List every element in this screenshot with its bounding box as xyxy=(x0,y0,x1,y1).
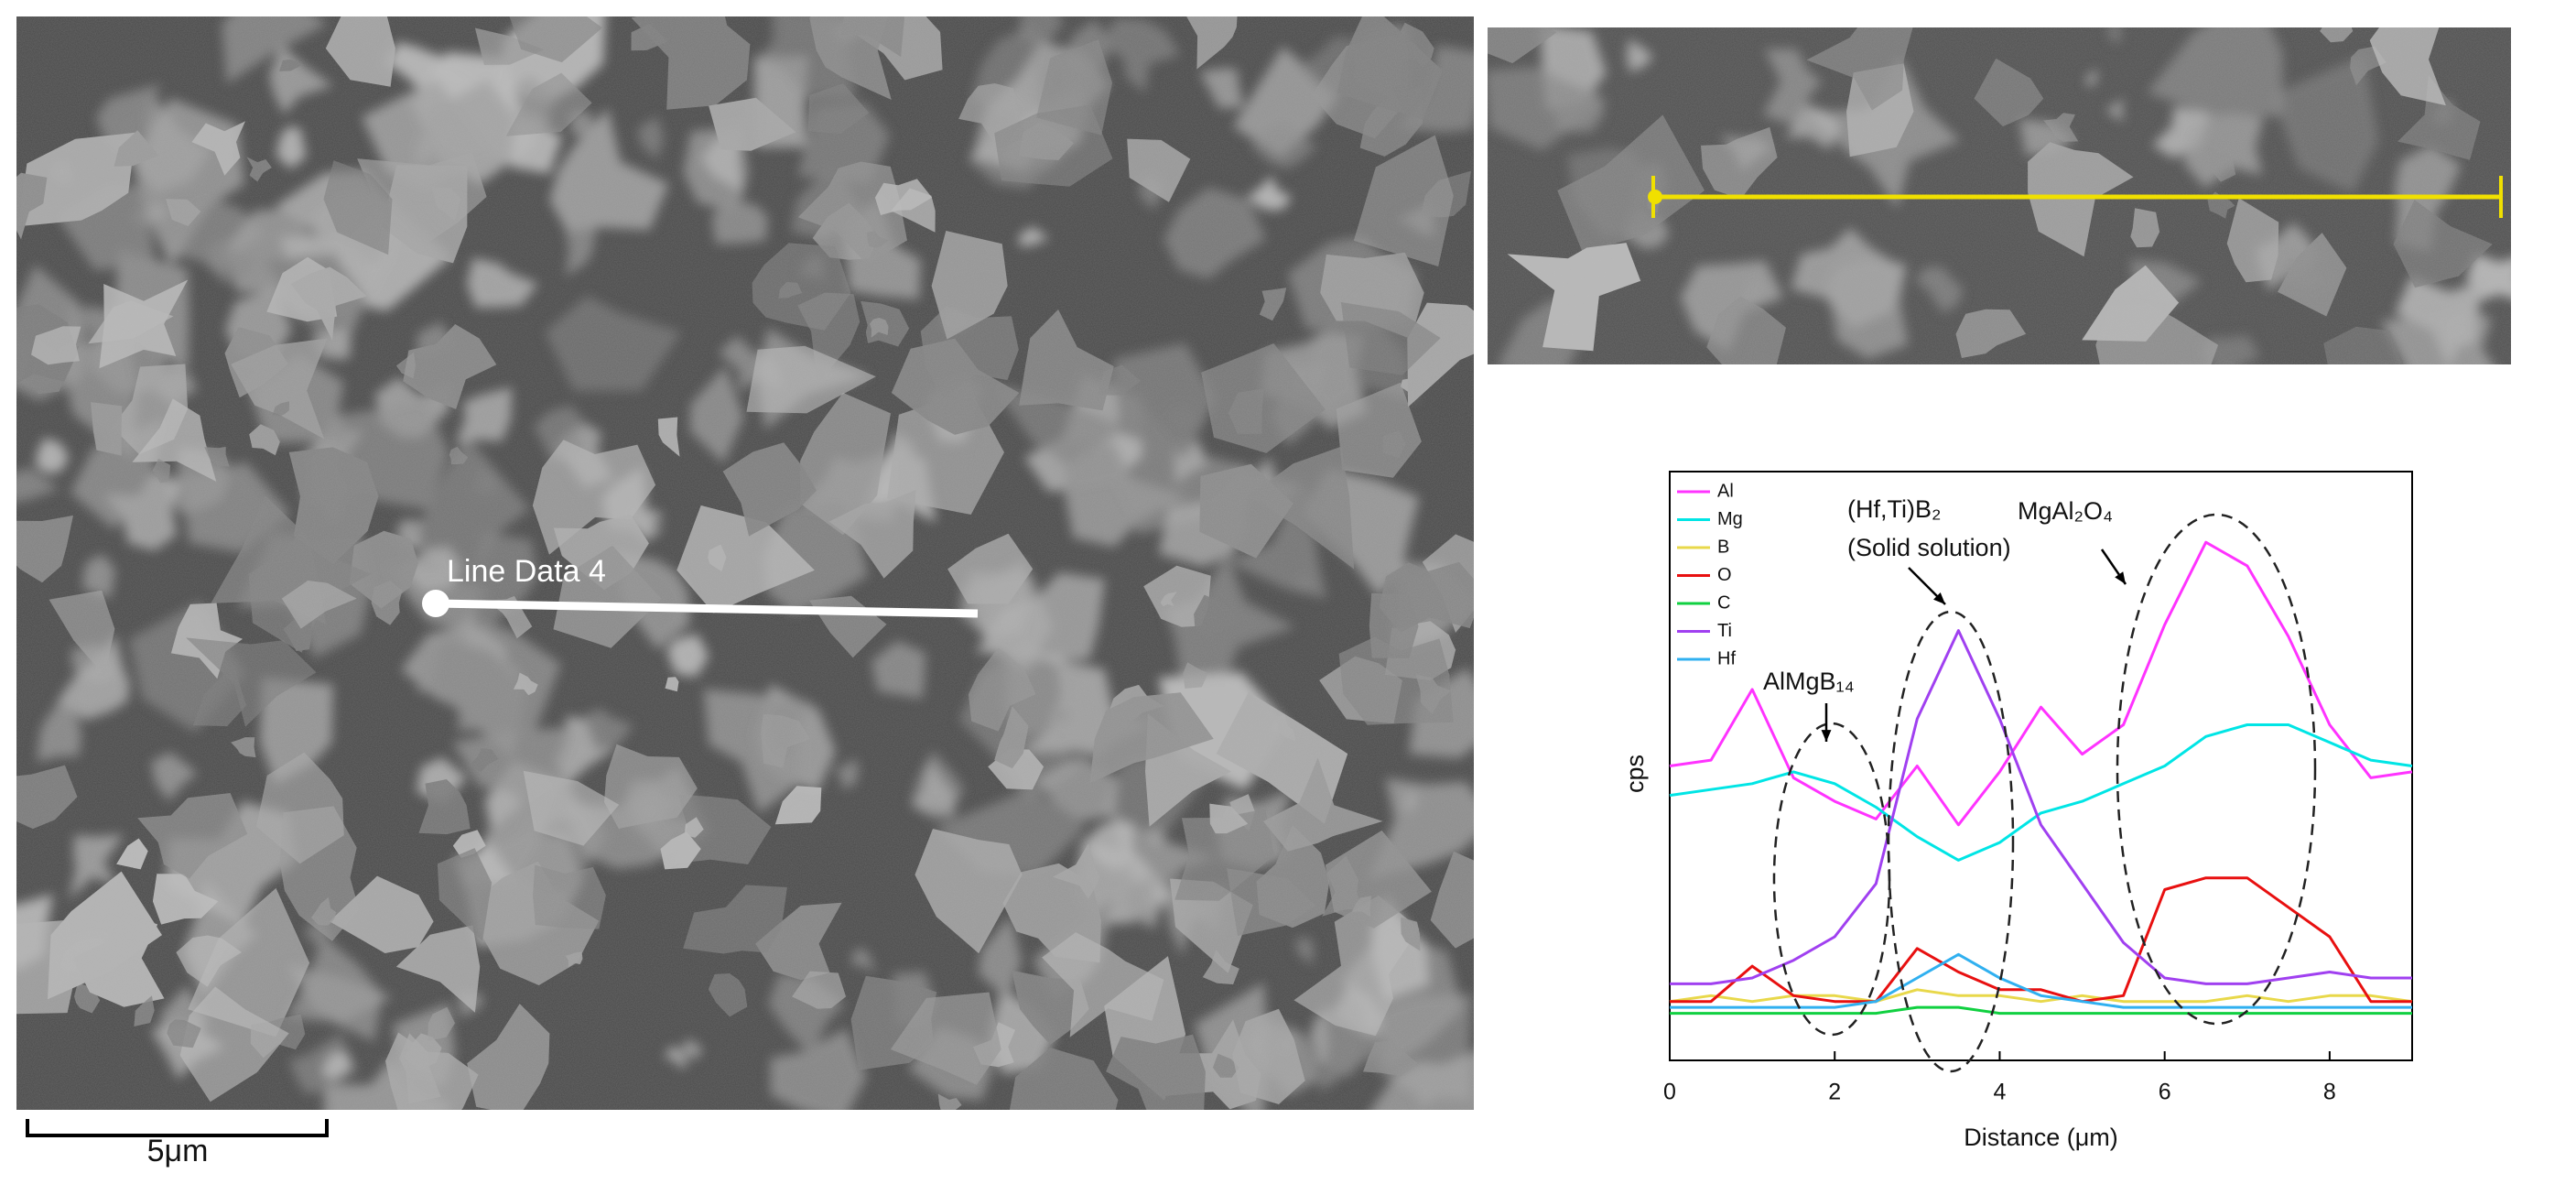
scale-bar xyxy=(26,1119,329,1137)
annotation: (Hf,Ti)B₂ xyxy=(1847,495,1941,523)
annotation: (Solid solution) xyxy=(1847,534,2011,561)
series-line xyxy=(1670,629,2412,985)
series-line xyxy=(1669,540,2413,827)
scan-start xyxy=(422,590,449,617)
y-axis-label: cps xyxy=(1621,755,1649,793)
sem-image xyxy=(16,16,1474,1110)
x-tick-label: 4 xyxy=(1993,1080,2006,1105)
arrow-head xyxy=(2115,571,2126,584)
annotation: AlMgB₁₄ xyxy=(1763,668,1855,695)
x-tick-label: 2 xyxy=(1828,1080,1841,1105)
legend-label: C xyxy=(1717,592,1730,613)
annotation: MgAl₂O₄ xyxy=(2018,497,2113,525)
series-line xyxy=(1669,723,2413,862)
highlight-ellipse xyxy=(1887,610,2015,1073)
scan-start xyxy=(1648,190,1662,204)
highlight-ellipse xyxy=(1772,722,1891,1037)
line-chart: 0 2 4 6 8 Distance (μm) cps Al Mg BOC Ti Hf AlMgB₁₄ (… xyxy=(1621,471,2413,1151)
legend-label: O xyxy=(1717,565,1732,585)
arrow-head xyxy=(1821,730,1832,742)
scale-bar-label: 5μm xyxy=(147,1134,209,1168)
highlight-ellipse xyxy=(2116,513,2317,1026)
scan-line xyxy=(435,599,979,618)
series-line xyxy=(1670,952,2412,1009)
legend-label: Mg xyxy=(1717,509,1743,529)
legend-label: B xyxy=(1717,537,1729,557)
x-tick-label: 0 xyxy=(1663,1080,1676,1105)
legend-label: Al xyxy=(1717,481,1734,501)
legend-label: Ti xyxy=(1717,621,1732,641)
x-axis-label: Distance (μm) xyxy=(1964,1124,2118,1151)
arrow-head xyxy=(1933,592,1945,604)
plot-frame xyxy=(1669,471,2413,1061)
series-line xyxy=(1670,876,2412,1004)
sem-image-zoom xyxy=(1488,27,2511,364)
series-line xyxy=(1670,1005,2412,1016)
x-tick-label: 6 xyxy=(2159,1080,2171,1105)
x-tick-label: 8 xyxy=(2323,1080,2336,1105)
scan-label: Line Data 4 xyxy=(447,554,606,589)
legend-label: Hf xyxy=(1717,648,1736,668)
